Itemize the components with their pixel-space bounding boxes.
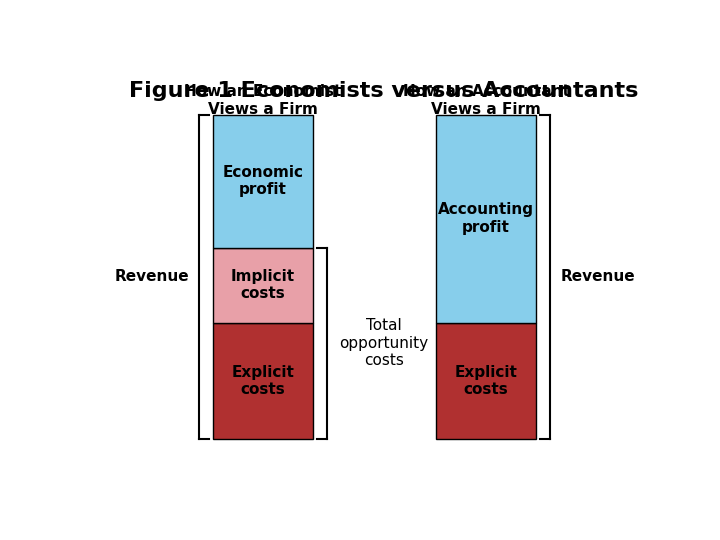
Text: Implicit
costs: Implicit costs [231, 269, 295, 301]
Text: Explicit
costs: Explicit costs [232, 364, 294, 397]
Bar [436, 114, 536, 322]
Text: Figure 1 Economists versus Accountants: Figure 1 Economists versus Accountants [129, 82, 639, 102]
Bar [436, 322, 536, 439]
Text: Total
opportunity
costs: Total opportunity costs [339, 319, 428, 368]
Text: Accounting
profit: Accounting profit [438, 202, 534, 235]
Bar [213, 322, 313, 439]
Text: Revenue: Revenue [560, 269, 635, 285]
Text: Economic
profit: Economic profit [222, 165, 304, 198]
Text: How an Economist
Views a Firm: How an Economist Views a Firm [184, 84, 342, 117]
Text: Explicit
costs: Explicit costs [455, 364, 518, 397]
Text: Revenue: Revenue [114, 269, 189, 285]
Text: How an Accountant
Views a Firm: How an Accountant Views a Firm [402, 84, 570, 117]
Bar [213, 248, 313, 322]
Bar [213, 114, 313, 248]
